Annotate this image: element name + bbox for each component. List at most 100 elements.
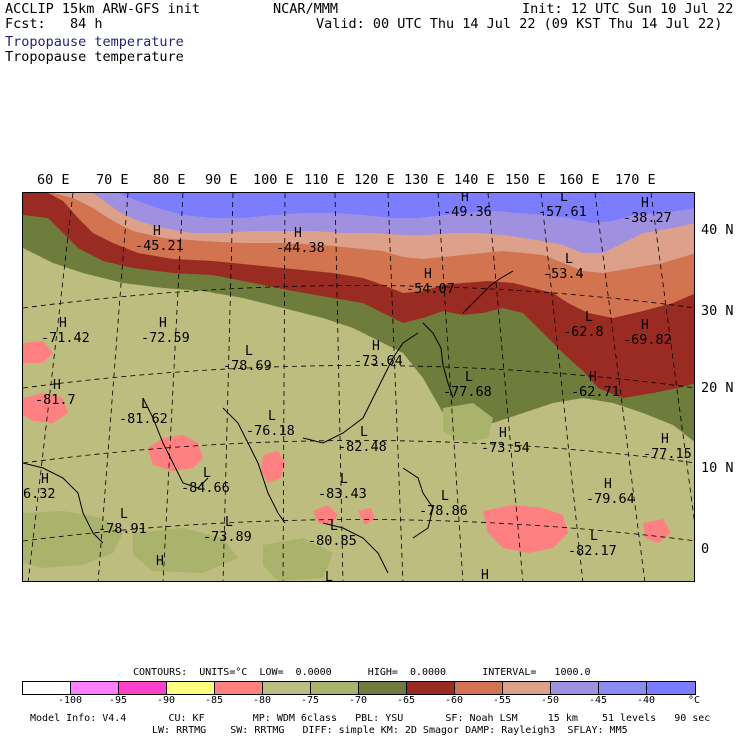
- extremum-value: -76.18: [246, 423, 295, 439]
- extremum-value: -62.8: [563, 324, 604, 340]
- colorbar-tick-label: -90: [157, 695, 176, 706]
- high-marker: H: [59, 316, 67, 331]
- high-marker: H: [424, 267, 432, 282]
- lon-label: 70 E: [96, 172, 129, 188]
- colorbar-segment: [551, 682, 599, 694]
- lat-label: 0: [701, 541, 710, 557]
- model-title: ACCLIP 15km ARW-GFS init: [5, 1, 201, 17]
- lon-label: 110 E: [304, 172, 345, 188]
- extremum-value: -84.66: [181, 480, 230, 496]
- low-marker: L: [225, 515, 233, 530]
- low-marker: L: [560, 193, 568, 205]
- center-name: NCAR/MMM: [273, 1, 339, 17]
- extremum-value: -71.42: [41, 330, 90, 346]
- field-band-patch: [263, 538, 333, 581]
- low-marker: L: [340, 472, 348, 487]
- lat-label: 30 N: [701, 303, 734, 319]
- colorbar-tick-label: -80: [253, 695, 272, 706]
- colorbar-segment: [359, 682, 407, 694]
- field-title-colored: Tropopause temperature: [5, 34, 184, 50]
- extremum-value: -53.4: [543, 266, 584, 282]
- colorbar-segment: [119, 682, 167, 694]
- model-info-line2: LW: RRTMG SW: RRTMG DIFF: simple KM: 2D …: [152, 725, 628, 736]
- high-marker: H: [41, 472, 49, 487]
- colorbar-tick-label: -95: [109, 695, 128, 706]
- field-band-patch: [23, 511, 123, 568]
- valid-time: Valid: 00 UTC Thu 14 Jul 22 (09 KST Thu …: [316, 16, 723, 32]
- low-marker: L: [330, 519, 338, 534]
- high-marker: H: [294, 226, 302, 241]
- extremum-value: -73.89: [203, 529, 252, 545]
- field-band-patch: [133, 528, 238, 573]
- lon-label: 100 E: [253, 172, 294, 188]
- high-marker: H: [589, 370, 597, 385]
- coastlines: [23, 270, 514, 574]
- lat-label: 40 N: [701, 222, 734, 238]
- extremum-value: -49.36: [443, 204, 492, 220]
- extremum-value: -73.54: [481, 440, 530, 456]
- extremum-value: -45.21: [135, 238, 184, 254]
- colorbar-tick-label: -70: [349, 695, 368, 706]
- colorbar-segment: [503, 682, 551, 694]
- lon-label: 60 E: [37, 172, 70, 188]
- lat-label: 20 N: [701, 380, 734, 396]
- colorbar-segment: [263, 682, 311, 694]
- extremum-value: -79.64: [586, 491, 635, 507]
- low-marker: L: [325, 570, 333, 582]
- colorbar-segment: [647, 682, 695, 694]
- extremum-value: -78.86: [419, 503, 468, 519]
- high-marker: H: [461, 193, 469, 205]
- extremum-value: -38.27: [623, 210, 672, 226]
- colorbar-segment: [599, 682, 647, 694]
- cold-patch: [23, 393, 68, 423]
- extremum-value: -81.62: [119, 411, 168, 427]
- colorbar-tick-label: -45: [589, 695, 608, 706]
- high-marker: H: [156, 554, 164, 569]
- tropopause-temperature-map: H -49.36 L -57.61 H -38.27 H -45.21 H -44.38 L -53.…: [22, 192, 695, 582]
- low-marker: L: [360, 425, 368, 440]
- extremum-value: -82.48: [338, 439, 387, 455]
- extremum-value: -78.69: [223, 358, 272, 374]
- extremum-value: -72.59: [141, 330, 190, 346]
- cold-patch: [483, 505, 568, 553]
- high-marker: H: [153, 224, 161, 239]
- field-band-patch: [443, 403, 493, 443]
- colorbar-segment: [167, 682, 215, 694]
- colorbar: [22, 681, 696, 695]
- contour-info: CONTOURS: UNITS=°C LOW= 0.0000 HIGH= 0.0…: [133, 667, 591, 678]
- colorbar-tick-label: -40: [637, 695, 656, 706]
- high-marker: H: [159, 316, 167, 331]
- high-marker: H: [604, 477, 612, 492]
- colorbar-segment: [71, 682, 119, 694]
- low-marker: L: [141, 397, 149, 412]
- extremum-value: -77.68: [443, 384, 492, 400]
- high-marker: H: [641, 318, 649, 333]
- extremum-value: -81.7: [35, 392, 76, 408]
- low-marker: L: [590, 529, 598, 544]
- colorbar-tick-label: -100: [58, 695, 83, 706]
- lon-label: 150 E: [505, 172, 546, 188]
- colorbar-tick-label: -85: [205, 695, 224, 706]
- colorbar-segment: [455, 682, 503, 694]
- colorbar-segment: [215, 682, 263, 694]
- low-marker: L: [441, 489, 449, 504]
- low-marker: L: [203, 466, 211, 481]
- low-marker: L: [565, 252, 573, 267]
- cold-patch: [358, 508, 375, 525]
- field-band-minus45: [118, 193, 694, 223]
- high-marker: H: [641, 196, 649, 211]
- lat-label: 10 N: [701, 460, 734, 476]
- high-marker: H: [499, 426, 507, 441]
- high-marker: H: [481, 568, 489, 582]
- lon-label: 170 E: [615, 172, 656, 188]
- colorbar-tick-label: °C: [688, 695, 701, 706]
- field-title: Tropopause temperature: [5, 49, 184, 65]
- lon-label: 140 E: [454, 172, 495, 188]
- low-marker: L: [120, 507, 128, 522]
- model-info-line1: Model Info: V4.4 CU: KF MP: WDM 6class P…: [30, 713, 711, 724]
- extremum-value: -82.17: [568, 543, 617, 559]
- extremum-value: -77.15: [643, 446, 692, 462]
- lon-label: 130 E: [404, 172, 445, 188]
- forecast-hour: Fcst: 84 h: [5, 16, 103, 32]
- low-marker: L: [585, 310, 593, 325]
